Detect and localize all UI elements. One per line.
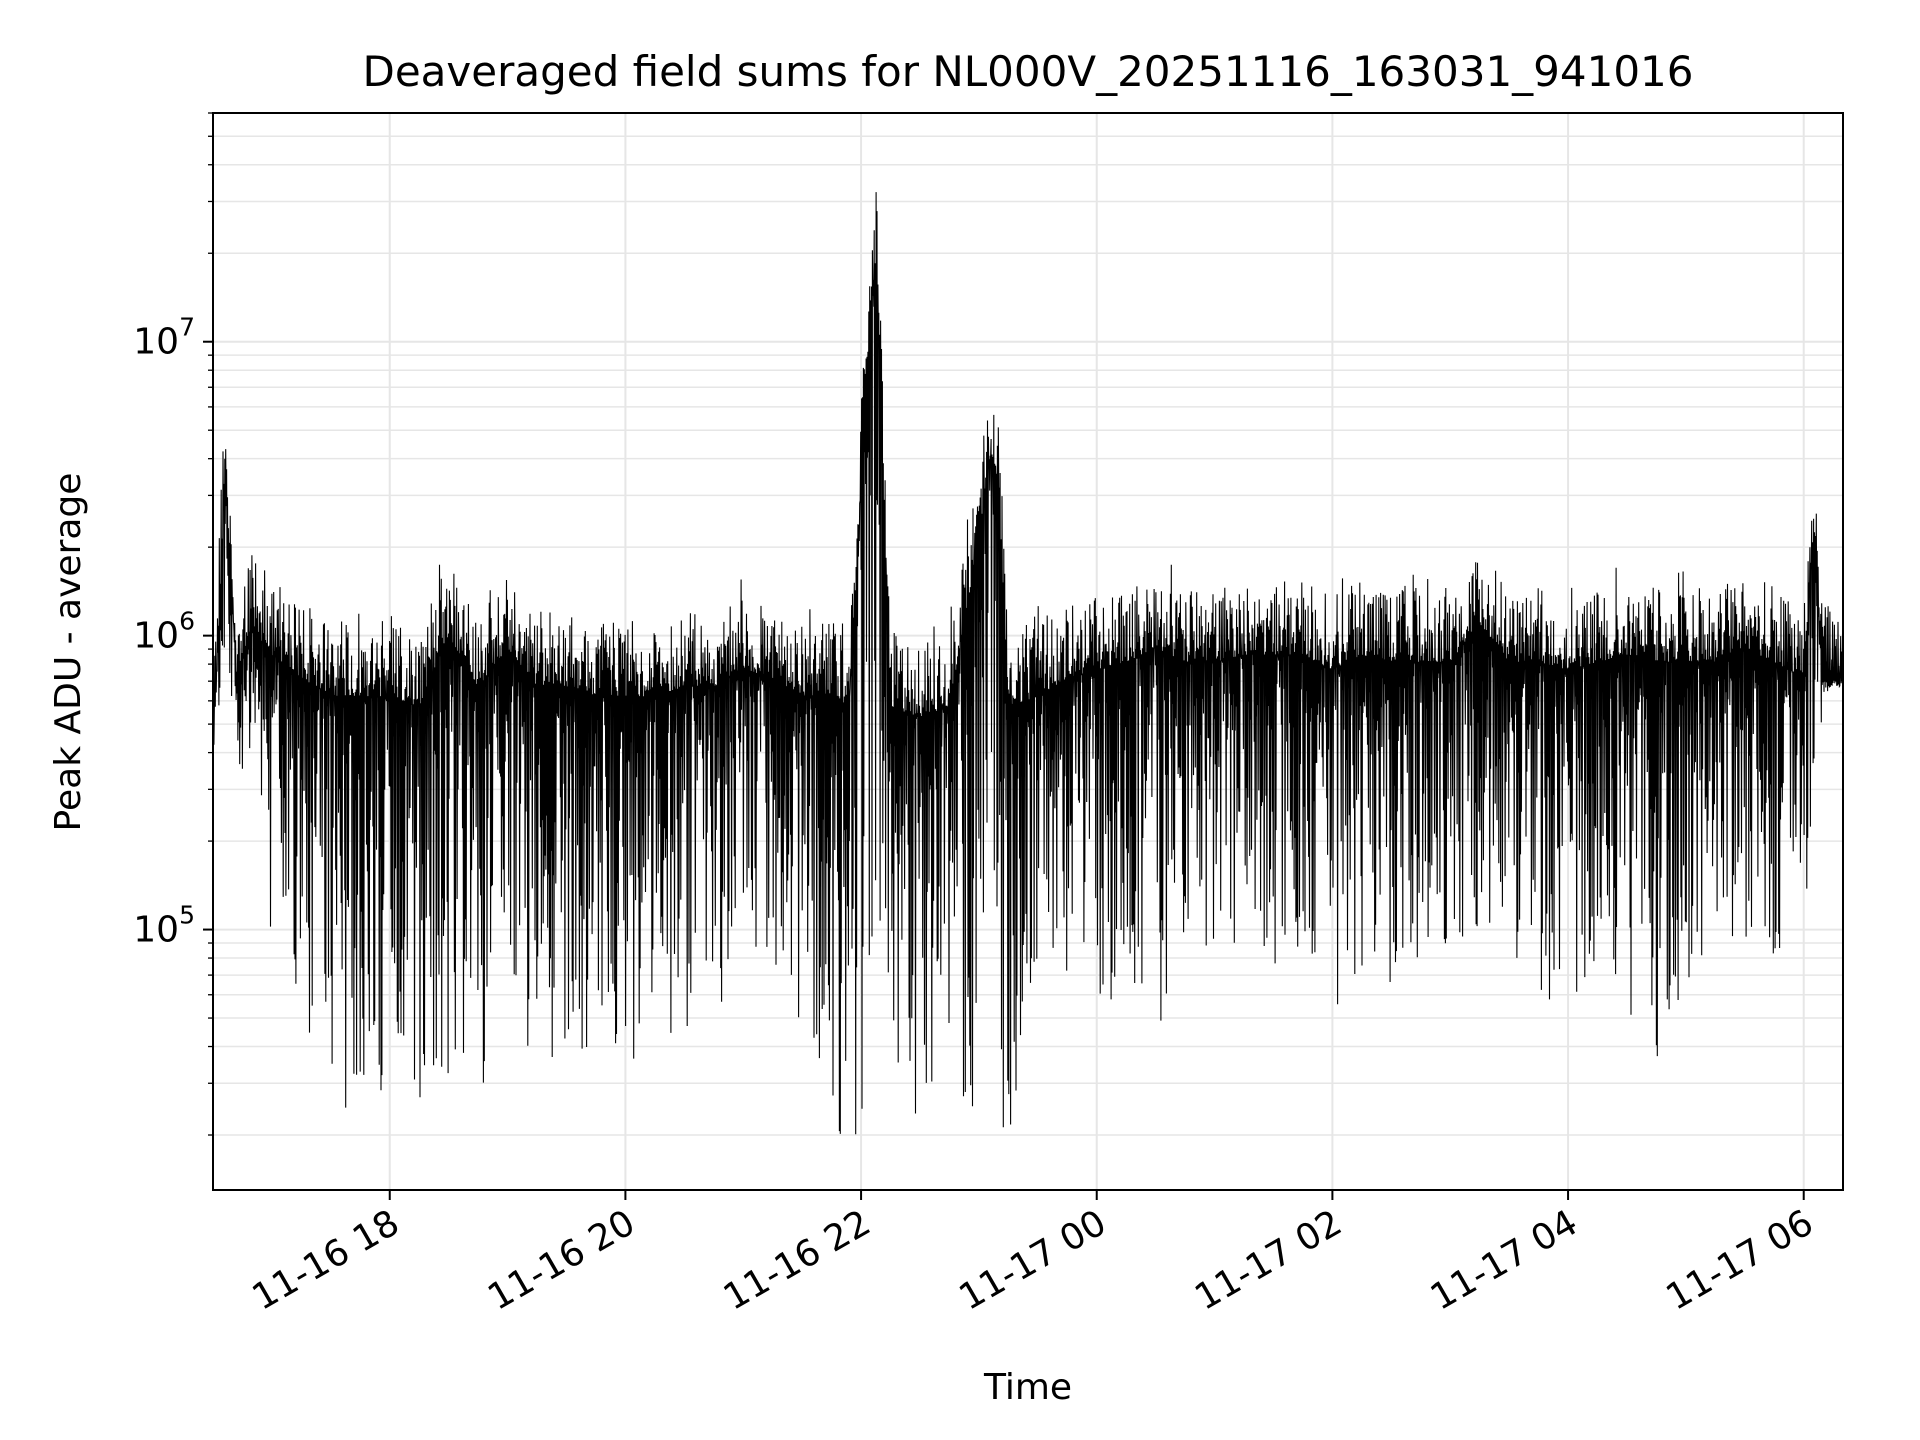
y-tick-exponent: 6 — [179, 607, 195, 636]
x-axis-label: Time — [983, 1367, 1072, 1408]
y-tick-label: 106 — [133, 607, 195, 657]
chart-title: Deaveraged field sums for NL000V_2025111… — [363, 47, 1694, 96]
y-tick-base: 10 — [133, 910, 179, 951]
y-tick-exponent: 5 — [179, 901, 195, 930]
y-tick-exponent: 7 — [179, 313, 195, 342]
data-layer — [213, 192, 1843, 1135]
y-tick-base: 10 — [133, 322, 179, 363]
y-tick-label: 105 — [133, 901, 195, 951]
y-axis-label: Peak ADU - average — [48, 473, 89, 832]
plot-frame — [212, 112, 1844, 1191]
y-tick-base: 10 — [133, 616, 179, 657]
y-tick-label: 107 — [133, 313, 195, 363]
series-line — [213, 192, 1843, 1135]
